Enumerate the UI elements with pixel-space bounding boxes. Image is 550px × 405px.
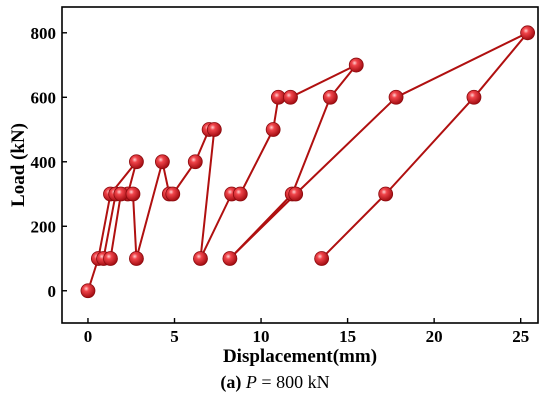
x-tick-label: 25 bbox=[512, 327, 529, 346]
x-tick-label: 10 bbox=[253, 327, 270, 346]
series-line bbox=[87, 31, 529, 292]
x-axis-title: Displacement(mm) bbox=[223, 346, 377, 367]
data-markers bbox=[80, 25, 536, 299]
data-point bbox=[129, 154, 144, 170]
y-tick-label: 600 bbox=[31, 88, 57, 107]
data-point bbox=[520, 25, 536, 41]
y-tick-label: 200 bbox=[31, 217, 57, 236]
y-tick-label: 800 bbox=[31, 24, 57, 43]
tick-labels: 0 5 10 15 20 25 0 200 400 600 800 bbox=[31, 24, 530, 346]
plot-frame bbox=[61, 6, 539, 324]
data-point bbox=[125, 186, 141, 202]
data-point bbox=[165, 186, 181, 202]
y-axis-title: Load (kN) bbox=[8, 123, 29, 207]
data-point bbox=[129, 251, 144, 266]
series-lines bbox=[87, 31, 529, 292]
figure-caption: (a) P = 800 kN bbox=[0, 372, 550, 393]
data-point bbox=[222, 251, 238, 266]
data-point bbox=[187, 154, 203, 170]
axis-ticks bbox=[62, 32, 522, 323]
y-tick-label: 400 bbox=[31, 153, 57, 172]
data-point bbox=[283, 89, 298, 105]
caption-label: (a) bbox=[220, 372, 242, 392]
chart: 0 5 10 15 20 25 0 200 400 600 800 Displacement(mm)… bbox=[8, 6, 539, 367]
x-tick-label: 20 bbox=[426, 327, 443, 346]
data-point bbox=[265, 122, 281, 137]
data-point bbox=[348, 57, 364, 73]
y-tick-label: 0 bbox=[48, 282, 57, 301]
data-point bbox=[466, 89, 482, 105]
x-tick-label: 15 bbox=[339, 327, 356, 346]
x-tick-label: 5 bbox=[170, 327, 179, 346]
data-point bbox=[154, 154, 170, 170]
data-point bbox=[232, 186, 248, 202]
data-point bbox=[80, 283, 96, 299]
data-point bbox=[103, 251, 118, 266]
caption-text: = 800 kN bbox=[256, 372, 330, 392]
data-point bbox=[314, 251, 330, 266]
data-point bbox=[288, 186, 304, 202]
data-point bbox=[206, 122, 222, 137]
caption-variable: P bbox=[245, 372, 257, 392]
data-point bbox=[322, 89, 338, 105]
x-tick-label: 0 bbox=[84, 327, 93, 346]
data-point bbox=[388, 89, 404, 105]
data-point bbox=[193, 251, 208, 266]
data-point bbox=[378, 186, 394, 202]
